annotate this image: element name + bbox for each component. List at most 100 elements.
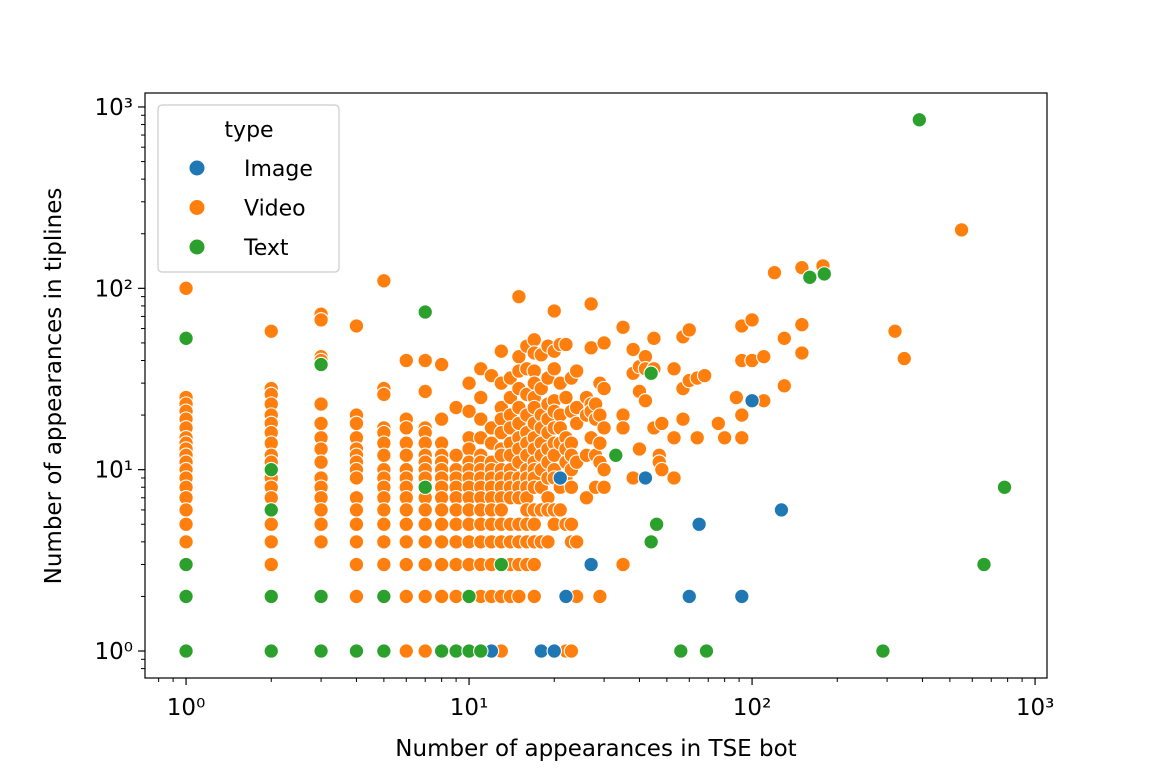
scatter-point xyxy=(263,323,280,339)
scatter-point xyxy=(178,643,194,659)
scatter-point xyxy=(648,516,665,533)
scatter-point xyxy=(376,588,392,605)
scatter-point xyxy=(646,330,662,347)
scatter-point xyxy=(417,479,433,495)
scatter-point xyxy=(734,588,750,605)
legend-marker xyxy=(188,238,206,256)
scatter-point xyxy=(766,264,783,281)
scatter-point xyxy=(696,367,713,384)
scatter-point xyxy=(433,411,450,427)
scatter-point xyxy=(417,643,433,659)
scatter-point xyxy=(691,516,707,533)
scatter-point xyxy=(417,383,433,400)
scatter-point xyxy=(558,336,574,353)
scatter-point xyxy=(592,435,608,451)
scatter-point xyxy=(643,534,659,550)
scatter-point xyxy=(417,352,433,369)
scatter-point xyxy=(716,429,733,446)
scatter-point xyxy=(558,588,574,605)
x-tick-label: 10² xyxy=(733,695,772,721)
scatter-point xyxy=(698,643,715,659)
scatter-point xyxy=(313,415,329,432)
x-tick-label: 10⁰ xyxy=(167,695,206,721)
scatter-point xyxy=(263,502,280,518)
scatter-point xyxy=(794,316,810,333)
scatter-point xyxy=(596,461,612,478)
scatter-point xyxy=(448,399,464,416)
scatter-point xyxy=(263,556,280,573)
scatter-point xyxy=(376,534,392,550)
scatter-point xyxy=(178,502,194,518)
scatter-point xyxy=(433,534,450,550)
scatter-point xyxy=(637,470,654,486)
scatter-point xyxy=(348,643,365,659)
scatter-point xyxy=(546,361,563,377)
scatter-point xyxy=(417,502,433,518)
scatter-point xyxy=(887,323,903,339)
scatter-point xyxy=(526,556,543,573)
scatter-point xyxy=(263,588,280,605)
x-tick-label: 10³ xyxy=(1016,695,1055,721)
scatter-point xyxy=(263,534,280,550)
scatter-point xyxy=(728,389,745,406)
scatter-point xyxy=(448,588,464,605)
x-tick-label: 10¹ xyxy=(450,695,489,721)
scatter-point xyxy=(666,470,682,486)
plot-area xyxy=(178,112,1013,659)
scatter-point xyxy=(178,516,194,533)
scatter-point xyxy=(911,112,928,128)
scatter-point xyxy=(313,396,329,412)
scatter-point xyxy=(473,389,489,406)
scatter-point xyxy=(461,375,477,391)
scatter-point xyxy=(666,361,682,377)
scatter-point xyxy=(689,429,705,446)
scatter-point xyxy=(802,269,818,286)
scatter-point xyxy=(263,643,280,659)
scatter-point xyxy=(178,556,194,573)
scatter-point xyxy=(263,516,280,533)
scatter-point xyxy=(348,556,365,573)
scatter-point xyxy=(461,403,477,419)
x-axis-label: Number of appearances in TSE bot xyxy=(395,736,796,762)
scatter-point xyxy=(563,479,580,495)
legend-label: Video xyxy=(244,197,306,222)
scatter-point xyxy=(493,502,510,518)
scatter-point xyxy=(673,643,689,659)
scatter-point xyxy=(615,407,631,423)
scatter-point xyxy=(398,502,415,518)
scatter-point xyxy=(433,643,450,659)
scatter-point xyxy=(953,222,970,238)
scatter-point xyxy=(433,556,450,573)
scatter-point xyxy=(976,556,992,573)
scatter-point xyxy=(596,420,612,436)
scatter-point xyxy=(348,470,365,486)
scatter-point xyxy=(773,502,790,518)
scatter-point xyxy=(313,441,329,457)
scatter-point xyxy=(376,502,392,518)
scatter-point xyxy=(637,392,654,409)
scatter-point xyxy=(583,296,599,312)
scatter-point xyxy=(756,348,772,365)
scatter-point xyxy=(417,556,433,573)
scatter-point xyxy=(263,461,280,478)
scatter-point xyxy=(433,502,450,518)
scatter-point xyxy=(596,380,612,397)
scatter-point xyxy=(398,534,415,550)
scatter-point xyxy=(816,266,833,282)
scatter-point xyxy=(533,643,550,659)
scatter-point xyxy=(631,441,648,457)
scatter-point xyxy=(348,502,365,518)
scatter-point xyxy=(433,516,450,533)
scatter-point xyxy=(448,643,464,659)
scatter-point xyxy=(348,318,365,334)
scatter-point xyxy=(376,273,392,289)
y-tick-label: 10⁰ xyxy=(95,639,134,665)
scatter-point xyxy=(313,643,329,659)
scatter-point xyxy=(178,534,194,550)
scatter-point xyxy=(526,516,543,533)
scatter-point xyxy=(511,288,527,305)
scatter-point xyxy=(615,556,631,573)
y-tick-label: 10³ xyxy=(95,95,134,121)
scatter-point xyxy=(348,588,365,605)
scatter-point xyxy=(896,350,913,367)
